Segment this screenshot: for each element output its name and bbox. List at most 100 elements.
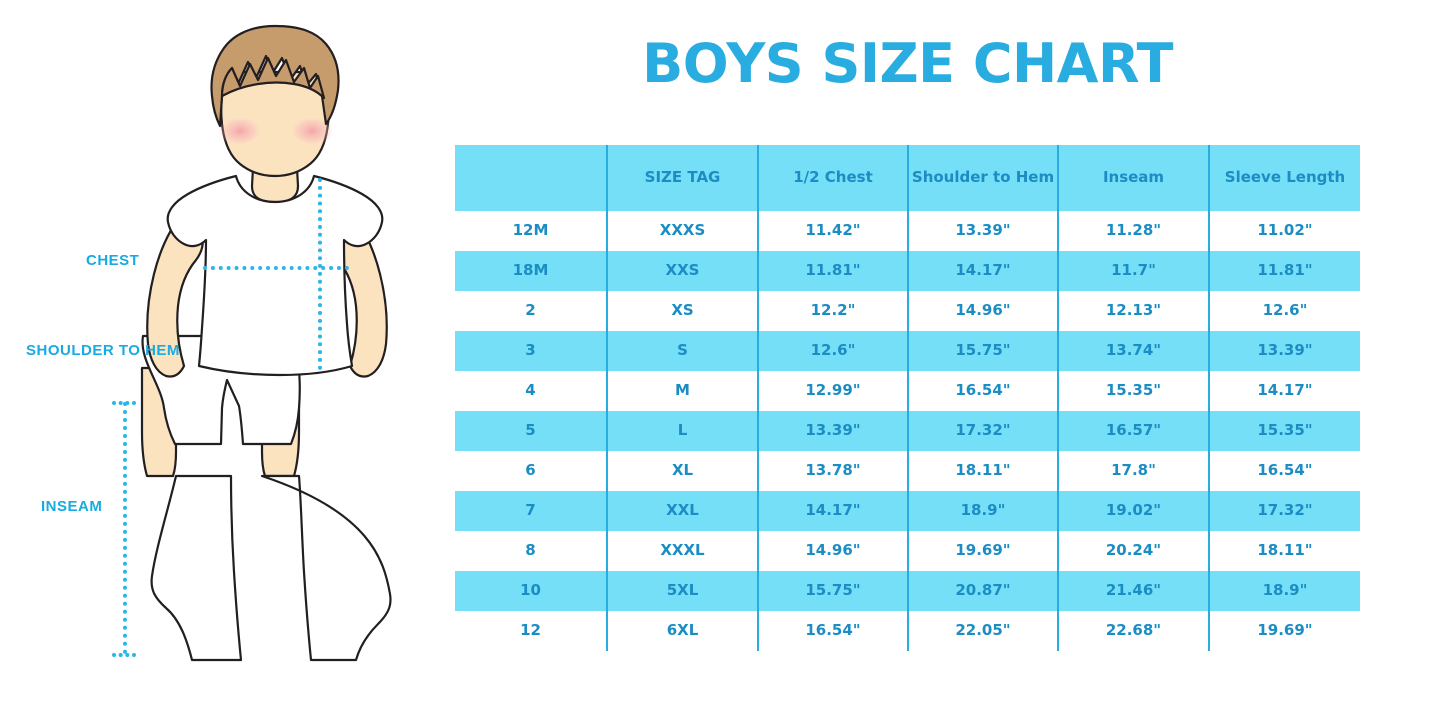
table-row: 12 6XL 16.54" 22.05" 22.68" 19.69": [455, 611, 1360, 651]
row-size-label: 8: [455, 531, 607, 571]
column-header-3: Shoulder to Hem: [907, 145, 1058, 211]
table-cell: 16.57": [1057, 411, 1209, 451]
tshirt: [166, 174, 384, 377]
inseam-label: INSEAM: [41, 498, 103, 515]
table-cell: 19.69": [907, 531, 1058, 571]
table-cell: 16.54": [1208, 451, 1360, 491]
illustration-panel: CHEST SHOULDER TO HEM INSEAM: [0, 0, 450, 723]
column-header-2: 1/2 Chest: [757, 145, 908, 211]
boy-figure-illustration: [140, 24, 392, 662]
table-cell: 17.8": [1057, 451, 1209, 491]
table-cell: 12.6": [1208, 291, 1360, 331]
table-body: 12M XXXS 11.42" 13.39" 11.28" 11.02" 18M XXS 11.…: [455, 211, 1360, 651]
table-row: 6 XL 13.78" 18.11" 17.8" 16.54": [455, 451, 1360, 491]
table-cell: 12.6": [757, 331, 908, 371]
row-size-label: 10: [455, 571, 607, 611]
table-cell: 13.78": [757, 451, 908, 491]
column-header-blank: [455, 145, 607, 211]
chest-label: CHEST: [86, 252, 140, 269]
table-cell: 18.11": [907, 451, 1058, 491]
table-header: SIZE TAG 1/2 Chest Shoulder to Hem Inseam Sl…: [455, 145, 1360, 211]
row-size-label: 12: [455, 611, 607, 651]
inseam-guide-top-cap: [112, 401, 136, 405]
table-cell: 15.35": [1208, 411, 1360, 451]
table-cell: 22.68": [1057, 611, 1209, 651]
right-boot: [260, 474, 392, 662]
table-cell: 11.42": [757, 211, 908, 251]
table-cell: XXS: [606, 251, 758, 291]
table-cell: 11.81": [757, 251, 908, 291]
table-cell: 19.69": [1208, 611, 1360, 651]
table-cell: 14.96": [757, 531, 908, 571]
table-cell: 15.75": [907, 331, 1058, 371]
inseam-guide-bottom-cap: [112, 653, 136, 657]
left-blush: [218, 116, 262, 146]
size-chart-table: SIZE TAG 1/2 Chest Shoulder to Hem Inseam Sl…: [455, 145, 1360, 651]
table-cell: 18.11": [1208, 531, 1360, 571]
table-cell: 20.87": [907, 571, 1058, 611]
table-row: 5 L 13.39" 17.32" 16.57" 15.35": [455, 411, 1360, 451]
table-row: 3 S 12.6" 15.75" 13.74" 13.39": [455, 331, 1360, 371]
table-cell: M: [606, 371, 758, 411]
chest-measure-guide: [203, 266, 349, 270]
hair-fringe: [220, 56, 326, 100]
table-row: 10 5XL 15.75" 20.87" 21.46" 18.9": [455, 571, 1360, 611]
shoulder-to-hem-measure-guide: [318, 178, 322, 370]
table-cell: 21.46": [1057, 571, 1209, 611]
table-cell: 11.7": [1057, 251, 1209, 291]
inseam-measure-guide: [123, 402, 127, 654]
table-row: 4 M 12.99" 16.54" 15.35" 14.17": [455, 371, 1360, 411]
table-cell: 12.2": [757, 291, 908, 331]
table-cell: XL: [606, 451, 758, 491]
table-row: 12M XXXS 11.42" 13.39" 11.28" 11.02": [455, 211, 1360, 251]
column-header-5: Sleeve Length: [1208, 145, 1360, 211]
chart-panel: BOYS SIZE CHART SIZE TAG 1/2 Chest Shoulde…: [450, 0, 1445, 723]
table-row: 8 XXXL 14.96" 19.69" 20.24" 18.11": [455, 531, 1360, 571]
row-size-label: 6: [455, 451, 607, 491]
table-cell: 5XL: [606, 571, 758, 611]
table-cell: 12.99": [757, 371, 908, 411]
table-cell: 11.28": [1057, 211, 1209, 251]
table-cell: 13.74": [1057, 331, 1209, 371]
table-cell: 13.39": [907, 211, 1058, 251]
table-cell: 11.02": [1208, 211, 1360, 251]
table-cell: 13.39": [1208, 331, 1360, 371]
table-cell: 16.54": [757, 611, 908, 651]
table-cell: 15.75": [757, 571, 908, 611]
table-cell: 11.81": [1208, 251, 1360, 291]
row-size-label: 7: [455, 491, 607, 531]
table-cell: 20.24": [1057, 531, 1209, 571]
row-size-label: 4: [455, 371, 607, 411]
table-cell: 12.13": [1057, 291, 1209, 331]
left-boot: [150, 474, 243, 662]
table-cell: 17.32": [907, 411, 1058, 451]
table-header-row: SIZE TAG 1/2 Chest Shoulder to Hem Inseam Sl…: [455, 145, 1360, 211]
table-cell: XXL: [606, 491, 758, 531]
column-header-4: Inseam: [1057, 145, 1209, 211]
table-cell: 18.9": [1208, 571, 1360, 611]
row-size-label: 2: [455, 291, 607, 331]
table-cell: 13.39": [757, 411, 908, 451]
table-cell: 14.17": [1208, 371, 1360, 411]
table-cell: 22.05": [907, 611, 1058, 651]
table-cell: XXXL: [606, 531, 758, 571]
table-cell: 17.32": [1208, 491, 1360, 531]
row-size-label: 3: [455, 331, 607, 371]
table-cell: 15.35": [1057, 371, 1209, 411]
table-cell: 18.9": [907, 491, 1058, 531]
row-size-label: 12M: [455, 211, 607, 251]
page-title: BOYS SIZE CHART: [642, 32, 1173, 95]
row-size-label: 5: [455, 411, 607, 451]
table-cell: XXXS: [606, 211, 758, 251]
table-row: 18M XXS 11.81" 14.17" 11.7" 11.81": [455, 251, 1360, 291]
table-cell: 6XL: [606, 611, 758, 651]
table-cell: L: [606, 411, 758, 451]
table-cell: 14.96": [907, 291, 1058, 331]
table-cell: 16.54": [907, 371, 1058, 411]
shoulder-to-hem-label: SHOULDER TO HEM: [26, 342, 180, 359]
table-cell: XS: [606, 291, 758, 331]
table-row: 2 XS 12.2" 14.96" 12.13" 12.6": [455, 291, 1360, 331]
row-size-label: 18M: [455, 251, 607, 291]
table-cell: S: [606, 331, 758, 371]
table-cell: 19.02": [1057, 491, 1209, 531]
